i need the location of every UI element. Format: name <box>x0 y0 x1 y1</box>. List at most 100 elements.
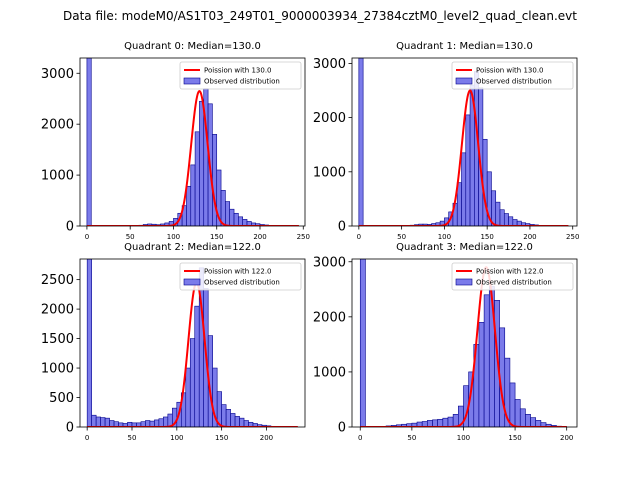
quadrant-2-bar-32 <box>230 413 236 427</box>
quadrant-3-bar-14 <box>452 414 459 427</box>
quadrant-2-bar-34 <box>239 417 245 427</box>
quadrant-2-bar-30 <box>221 404 227 427</box>
quadrant-1-ytick-label-1: 1000 <box>313 165 346 180</box>
quadrant-2-xtick-label-2: 100 <box>170 434 183 442</box>
quadrant-2-xtick-label-1: 50 <box>128 434 137 442</box>
quadrant-3-axes-frame <box>351 258 578 428</box>
quadrant-2-legend-curve-label: Poission with 122.0 <box>204 268 272 276</box>
quadrant-3-bar-28 <box>525 414 531 427</box>
quadrant-2-ytick-label-5: 2500 <box>41 273 74 288</box>
quadrant-0-ytick-label-2: 2000 <box>41 118 74 133</box>
quadrant-2-bar-15 <box>154 419 160 427</box>
quadrant-0-ytick-label-3: 3000 <box>41 67 74 82</box>
quadrant-3-panel: Quadrant 3: Median=122.00 50 100 150 2000100… <box>313 242 578 442</box>
quadrant-0-xtick-label-3: 150 <box>210 233 223 241</box>
quadrant-0-legend-hist-swatch <box>183 77 201 85</box>
quadrant-0-poisson-curve <box>86 89 299 226</box>
quadrant-1-bar-24 <box>508 216 514 226</box>
quadrant-0-bar-13 <box>190 164 196 226</box>
quadrant-2-bar-0 <box>86 259 92 427</box>
quadrant-3-xtick-label-4: 200 <box>560 434 573 442</box>
quadrant-2-legend: Poission with 122.0 Observed distribution <box>179 262 302 291</box>
quadrant-2-poisson-curve <box>87 281 298 427</box>
quadrant-2-bar-3 <box>100 417 106 427</box>
quadrant-2-ytick-label-4: 2000 <box>41 303 74 318</box>
quadrant-2-xtick-label-3: 150 <box>215 434 228 442</box>
quadrant-0-bar-24 <box>238 216 243 226</box>
quadrant-3-ytick-label-2: 2000 <box>313 310 346 325</box>
quadrant-0-title: Quadrant 0: Median=130.0 <box>124 41 261 52</box>
quadrant-1-plot-area <box>358 58 569 226</box>
quadrant-0-legend: Poission with 130.0 Observed distribution <box>179 61 302 90</box>
quadrant-3-poisson-curve <box>360 266 567 427</box>
quadrant-3-bar-12 <box>442 417 449 427</box>
quadrant-3-legend-box <box>451 262 574 291</box>
quadrant-2-legend-hist-label: Observed distribution <box>204 279 280 287</box>
quadrant-0-bar-21 <box>225 201 231 226</box>
quadrant-1-xtick-label-2: 100 <box>438 233 451 241</box>
quadrant-1-xtick-label-4: 200 <box>523 233 536 241</box>
quadrant-2-ytick-label-1: 500 <box>49 391 74 406</box>
quadrant-2-bar-17 <box>163 416 169 427</box>
quadrant-2-title: Quadrant 2: Median=122.0 <box>124 242 261 253</box>
quadrant-0-ytick-label-1: 1000 <box>41 169 74 184</box>
quadrant-2-bar-24 <box>194 305 200 427</box>
quadrant-2-xtick-label-4: 200 <box>260 434 273 442</box>
quadrant-2-bar-33 <box>234 416 240 427</box>
quadrant-3-ytick-label-3: 3000 <box>313 255 346 270</box>
quadrant-3-bar-13 <box>447 416 454 427</box>
quadrant-1-legend-box <box>451 61 574 90</box>
quadrant-2-ytick-label-0: 0 <box>66 421 74 436</box>
quadrant-1-legend-hist-label: Observed distribution <box>476 78 552 86</box>
quadrant-0-axes-frame <box>79 57 306 227</box>
quadrant-3-bar-27 <box>519 408 526 427</box>
figure-suptitle: Data file: modeM0/AS1T03_249T01_90000039… <box>63 9 577 23</box>
quadrant-1-axes-frame <box>351 57 578 227</box>
quadrant-3-xtick-label-2: 100 <box>457 434 470 442</box>
quadrant-3-ytick-label-1: 1000 <box>313 365 346 380</box>
quadrant-3-legend-hist-label: Observed distribution <box>476 279 552 287</box>
quadrant-0-xtick-label-0: 0 <box>85 233 89 241</box>
quadrant-2-ytick-label-3: 1500 <box>41 332 74 347</box>
quadrant-0-bar-23 <box>233 212 239 226</box>
quadrant-3-bar-25 <box>509 382 516 427</box>
quadrant-3-bar-0 <box>359 259 366 427</box>
quadrant-3-legend: Poission with 122.0 Observed distribution <box>451 262 574 291</box>
quadrant-3-ytick-label-0: 0 <box>338 421 346 436</box>
quadrant-2-xtick-label-0: 0 <box>85 434 89 442</box>
quadrant-0-bar-22 <box>229 208 235 226</box>
quadrant-0-xtick-label-1: 50 <box>126 233 135 241</box>
quadrant-0-bar-0 <box>86 58 92 226</box>
quadrant-2-plot-area <box>86 259 298 427</box>
quadrant-3-bar-20 <box>483 294 490 427</box>
quadrant-1-ytick-label-0: 0 <box>338 220 346 235</box>
quadrant-1-legend-curve-label: Poission with 130.0 <box>476 67 544 75</box>
quadrant-2-bar-2 <box>95 416 101 427</box>
quadrant-3-title: Quadrant 3: Median=122.0 <box>396 242 533 253</box>
quadrant-2-bar-1 <box>91 414 97 427</box>
quadrant-0-xtick-label-2: 100 <box>167 233 180 241</box>
quadrant-2-bar-31 <box>225 409 231 427</box>
quadrant-3-legend-curve-label: Poission with 122.0 <box>476 268 544 276</box>
quadrant-0-legend-box <box>179 61 302 90</box>
quadrant-1-xtick-label-1: 50 <box>397 233 406 241</box>
quadrant-0-bar-14 <box>194 131 200 226</box>
quadrant-2-bar-4 <box>104 417 110 427</box>
quadrant-2-ytick-label-2: 1000 <box>41 362 74 377</box>
quadrant-1-bar-21 <box>495 201 501 226</box>
quadrant-1-legend-hist-swatch <box>455 77 473 85</box>
quadrant-1-title: Quadrant 1: Median=130.0 <box>396 41 533 52</box>
quadrant-2-bar-22 <box>185 367 191 427</box>
quadrant-1-bar-22 <box>499 209 505 226</box>
quadrant-3-bar-29 <box>530 417 537 427</box>
quadrant-1-ytick-label-3: 3000 <box>313 57 346 72</box>
quadrant-1-bar-23 <box>503 213 509 226</box>
quadrant-0-legend-hist-label: Observed distribution <box>204 78 280 86</box>
quadrant-2-panel: Quadrant 2: Median=122.00 50 100 150 2000500… <box>41 242 306 442</box>
quadrant-1-bar-13 <box>461 152 467 226</box>
quadrant-0-xtick-label-4: 200 <box>253 233 266 241</box>
quadrant-0-bar-15 <box>199 100 205 226</box>
quadrant-3-legend-hist-swatch <box>455 278 473 286</box>
quadrant-1-xtick-label-5: 250 <box>566 233 579 241</box>
